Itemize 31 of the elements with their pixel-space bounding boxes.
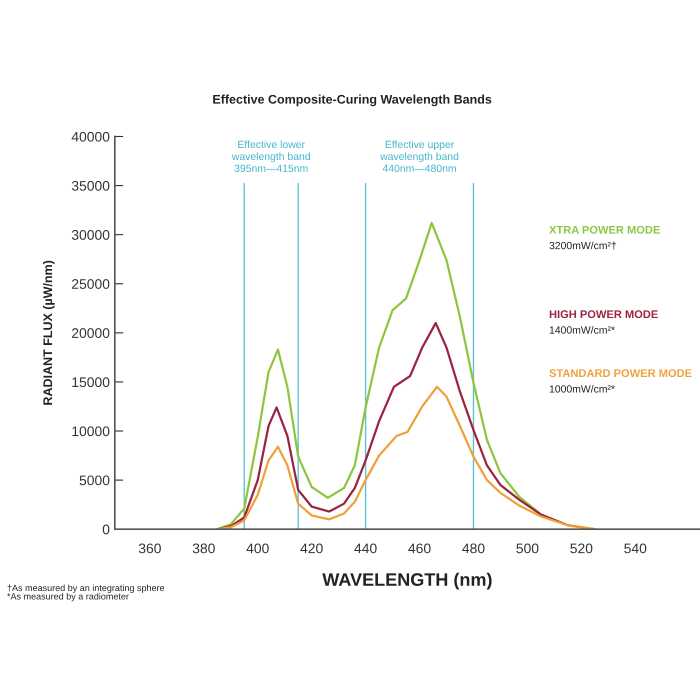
chart-title: Effective Composite-Curing Wavelength Bands	[213, 94, 492, 106]
y-axis-title: RADIANT FLUX (µW/nm)	[42, 260, 55, 405]
text: STANDARD POWER MODE	[549, 369, 692, 378]
y-tick-label: 35000	[72, 180, 110, 191]
y-tick-label: 15000	[72, 377, 110, 388]
annotation: Effective upper wavelength band 440nm—480nm	[380, 140, 458, 172]
x-tick-label: 540	[624, 543, 646, 554]
annotation: 1000mW/cm²*	[550, 384, 615, 393]
y-tick-label: 10000	[72, 426, 110, 436]
text: †As measured by an integrating sphere *As measured by a radiometer	[7, 584, 164, 602]
y-tick-label: 40000	[72, 132, 110, 142]
x-tick-label: 460	[408, 543, 431, 554]
annotation: 3200mW/cm²†	[549, 242, 616, 250]
x-tick-label: 500	[516, 543, 538, 554]
x-tick-label: 480	[462, 543, 485, 554]
y-tick-label: 20000	[72, 328, 110, 338]
text: XTRA POWER MODE	[549, 226, 660, 234]
text: HIGH POWER MODE	[550, 310, 658, 318]
y-tick-label: 25000	[72, 279, 110, 289]
annotation: 1400mW/cm²*	[550, 326, 615, 334]
x-tick-label: 380	[192, 543, 215, 554]
x-tick-label: 520	[570, 543, 592, 554]
y-tick-label: 0	[102, 524, 110, 534]
x-tick-label: 400	[246, 543, 269, 554]
y-tick-label: 30000	[72, 230, 110, 240]
x-tick-label: 360	[138, 543, 161, 554]
x-axis-title: WAVELENGTH (nm)	[322, 572, 492, 590]
x-tick-label: 420	[300, 543, 323, 554]
y-tick-label: 5000	[80, 475, 110, 486]
x-tick-label: 440	[354, 543, 377, 554]
annotation: Effective lower wavelength band 395nm—415nm	[232, 140, 310, 172]
